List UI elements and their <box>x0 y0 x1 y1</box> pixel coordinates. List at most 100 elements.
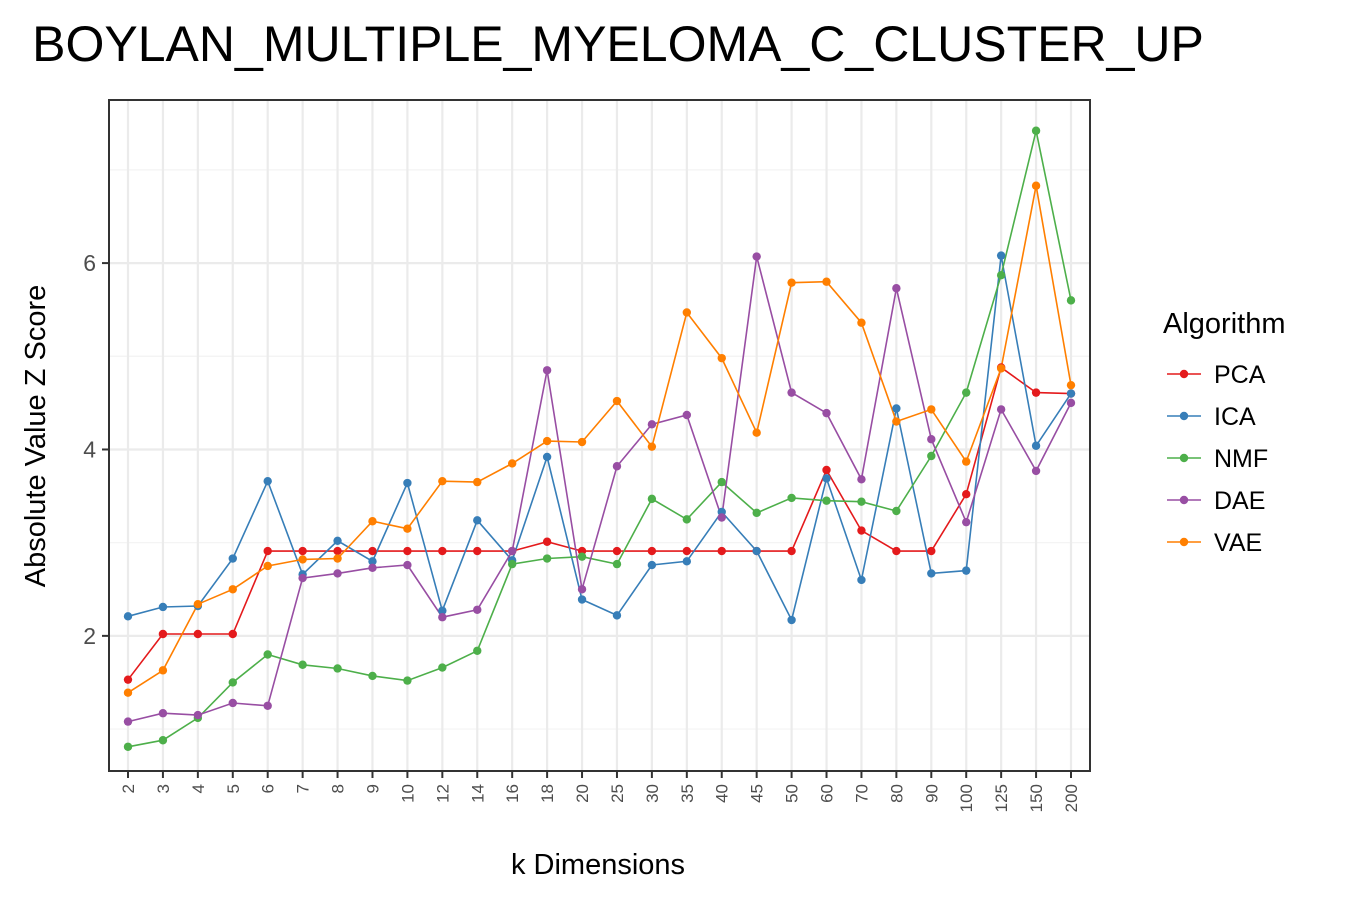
point-dae <box>927 435 936 444</box>
point-nmf <box>368 671 377 681</box>
point-pca <box>787 546 796 556</box>
legend-label-dae: DAE <box>1214 487 1265 515</box>
point-vae <box>1066 380 1076 390</box>
point-dae <box>333 569 342 578</box>
x-tick-label: 25 <box>608 784 627 803</box>
point-dae <box>158 709 168 718</box>
point-ica <box>473 516 482 525</box>
x-tick-label: 8 <box>329 784 348 793</box>
point-pca <box>1031 388 1041 397</box>
point-vae <box>368 517 377 526</box>
point-pca <box>927 546 936 556</box>
grid <box>109 100 1090 771</box>
point-dae <box>473 605 482 614</box>
point-dae <box>612 462 622 471</box>
point-nmf <box>752 508 761 518</box>
point-dae <box>647 420 657 429</box>
point-pca <box>473 546 482 556</box>
point-pca <box>962 490 971 499</box>
point-nmf <box>682 515 692 524</box>
point-ica <box>403 478 412 488</box>
point-dae <box>438 613 447 622</box>
point-ica <box>682 557 692 566</box>
point-pca <box>682 546 692 556</box>
point-pca <box>612 546 622 556</box>
point-vae <box>682 308 692 317</box>
x-tick-label: 16 <box>503 784 522 803</box>
point-ica <box>368 557 377 566</box>
point-ica <box>438 606 447 615</box>
point-nmf <box>507 559 517 569</box>
point-nmf <box>717 477 726 487</box>
point-dae <box>542 366 552 375</box>
point-ica <box>927 569 936 578</box>
y-axis-title: Absolute Value Z Score <box>20 285 52 588</box>
x-tick-label: 70 <box>852 784 871 803</box>
x-tick-label: 60 <box>818 784 837 803</box>
x-tick-label: 10 <box>398 784 417 803</box>
point-nmf <box>298 660 307 669</box>
point-vae <box>857 318 866 327</box>
x-tick-label: 7 <box>294 784 313 793</box>
point-nmf <box>927 451 936 461</box>
point-ica <box>158 602 168 612</box>
point-nmf <box>577 552 587 561</box>
series-line-pca <box>127 366 1072 681</box>
point-ica <box>123 612 133 621</box>
point-pca <box>438 546 447 556</box>
point-ica <box>962 566 971 575</box>
point-vae <box>403 524 412 533</box>
legend-label-pca: PCA <box>1214 361 1266 389</box>
point-nmf <box>962 388 971 397</box>
series-line-vae <box>127 185 1072 694</box>
point-dae <box>1031 466 1041 476</box>
point-vae <box>647 442 657 451</box>
series-points <box>123 126 1076 751</box>
point-pca <box>403 546 412 556</box>
x-axis-title: k Dimensions <box>511 849 685 881</box>
point-pca <box>298 546 307 556</box>
x-tick-label: 30 <box>643 784 662 803</box>
point-vae <box>123 688 133 697</box>
point-vae <box>962 457 971 466</box>
x-tick-label: 90 <box>922 784 941 803</box>
point-nmf <box>1066 296 1076 305</box>
point-nmf <box>403 676 412 685</box>
point-dae <box>962 517 971 527</box>
point-nmf <box>123 742 133 751</box>
x-tick-label: 200 <box>1062 784 1081 812</box>
point-dae <box>228 698 237 708</box>
point-nmf <box>612 559 622 569</box>
point-dae <box>123 717 133 726</box>
point-vae <box>996 364 1006 373</box>
point-dae <box>752 252 761 261</box>
point-nmf <box>892 506 901 516</box>
x-tick-label: 9 <box>363 784 382 793</box>
point-nmf <box>333 664 342 673</box>
point-pca <box>193 629 203 639</box>
point-dae <box>263 701 272 710</box>
point-pca <box>717 546 726 556</box>
legend-key-point <box>1179 369 1189 379</box>
point-ica <box>577 595 587 604</box>
point-ica <box>752 546 761 556</box>
point-vae <box>1031 181 1041 190</box>
point-ica <box>542 452 552 462</box>
y-tick-label: 4 <box>83 436 96 462</box>
x-tick-label: 18 <box>538 784 557 803</box>
series-lines <box>127 130 1072 748</box>
point-nmf <box>542 554 552 563</box>
x-tick-label: 5 <box>224 784 243 793</box>
point-pca <box>333 546 342 556</box>
x-tick-label: 50 <box>783 784 802 803</box>
point-pca <box>263 546 272 556</box>
point-vae <box>612 396 622 406</box>
point-dae <box>682 410 692 420</box>
point-nmf <box>1031 126 1041 135</box>
point-nmf <box>473 646 482 655</box>
x-tick-label: 4 <box>189 784 208 793</box>
x-tick-label: 80 <box>887 784 906 803</box>
point-ica <box>822 474 831 483</box>
x-tick-label: 20 <box>573 784 592 803</box>
y-axis: 2 4 6 <box>83 250 109 649</box>
